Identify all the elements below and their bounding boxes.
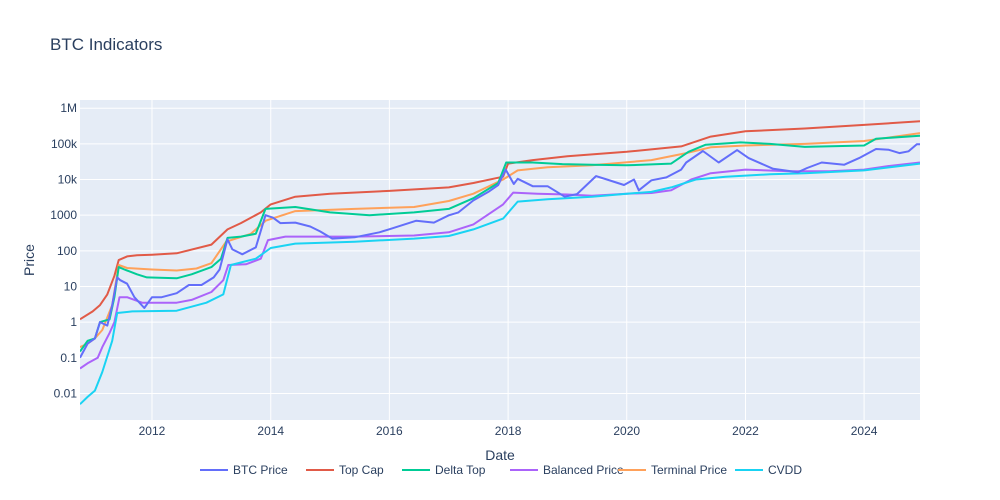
legend-label[interactable]: BTC Price xyxy=(233,463,288,477)
legend-label[interactable]: Delta Top xyxy=(435,463,486,477)
gridlines xyxy=(80,100,920,420)
chart-title: BTC Indicators xyxy=(50,35,162,54)
x-tick-label: 2012 xyxy=(139,424,166,438)
series-line-btc-price xyxy=(80,143,920,359)
y-tick-label: 100 xyxy=(57,244,77,258)
y-tick-label: 10k xyxy=(58,173,78,187)
y-tick-label: 0.01 xyxy=(54,386,78,400)
x-axis-ticks: 2012 2014 2016 2018 2020 2022 2024 xyxy=(139,424,878,438)
y-axis-ticks: 0.01 0.1 1 10 100 1000 10k 100k 1M xyxy=(50,101,78,400)
legend-label[interactable]: Terminal Price xyxy=(651,463,727,477)
x-tick-label: 2014 xyxy=(257,424,284,438)
legend-label[interactable]: CVDD xyxy=(768,463,802,477)
series-lines xyxy=(80,120,920,405)
y-tick-label: 1M xyxy=(60,101,77,115)
y-tick-label: 100k xyxy=(51,137,78,151)
y-tick-label: 0.1 xyxy=(60,351,77,365)
y-tick-label: 1 xyxy=(70,315,77,329)
legend: BTC Price Top Cap Delta Top Balanced Price T… xyxy=(200,463,802,477)
x-tick-label: 2016 xyxy=(376,424,403,438)
series-line-top-cap xyxy=(80,120,920,321)
x-tick-label: 2020 xyxy=(613,424,640,438)
x-tick-label: 2018 xyxy=(495,424,522,438)
series-line-cvdd xyxy=(80,162,920,405)
series-line-delta-top xyxy=(80,134,920,353)
legend-label[interactable]: Top Cap xyxy=(339,463,384,477)
x-tick-label: 2022 xyxy=(732,424,759,438)
series-line-balanced-price xyxy=(80,161,920,370)
plot-area[interactable] xyxy=(80,100,920,420)
y-tick-label: 10 xyxy=(64,279,78,293)
x-axis-title: Date xyxy=(485,447,515,463)
y-tick-label: 1000 xyxy=(50,208,77,222)
y-axis-title: Price xyxy=(21,244,37,276)
x-tick-label: 2024 xyxy=(851,424,878,438)
legend-label[interactable]: Balanced Price xyxy=(543,463,624,477)
